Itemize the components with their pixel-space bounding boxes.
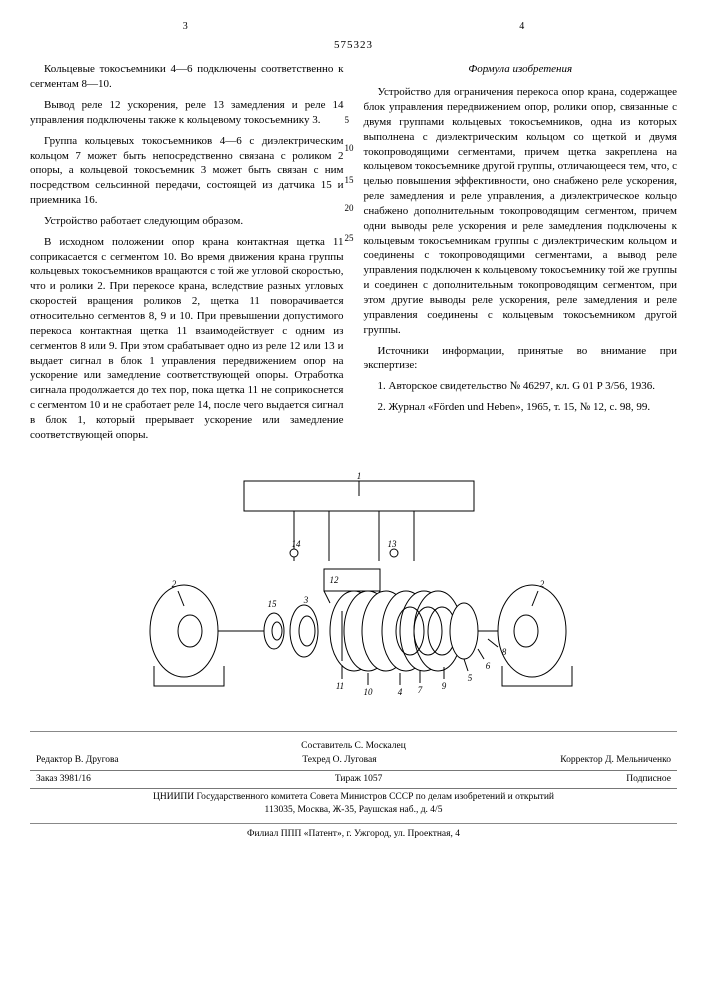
- paragraph: В исходном положении опор крана контактн…: [30, 235, 344, 443]
- paragraph: Кольцевые токосъемники 4—6 подключены со…: [30, 62, 344, 92]
- line-number: 10: [345, 142, 354, 154]
- line-number: 20: [345, 202, 354, 214]
- figure-label: 7: [417, 685, 422, 695]
- patent-figure: 1 14 13 12 15 3 2 2 11 10 4 7 9 5 6 8: [124, 461, 584, 721]
- separator: [30, 823, 677, 824]
- separator: [30, 731, 677, 732]
- footer-corrector: Корректор Д. Мельниченко: [560, 754, 671, 767]
- footer-techred: Техред О. Луговая: [302, 754, 376, 767]
- footer-address: 113035, Москва, Ж-35, Раушская наб., д. …: [30, 804, 677, 817]
- figure-label: 14: [291, 539, 301, 549]
- figure-label: 4: [397, 687, 402, 697]
- text-columns: Кольцевые токосъемники 4—6 подключены со…: [30, 62, 677, 448]
- figure-label: 5: [467, 673, 472, 683]
- source-item: 1. Авторское свидетельство № 46297, кл. …: [364, 379, 678, 394]
- figure-label: 8: [501, 647, 506, 657]
- figure-label: 6: [485, 661, 490, 671]
- footer-tirazh: Тираж 1057: [335, 773, 383, 786]
- left-column: Кольцевые токосъемники 4—6 подключены со…: [30, 62, 344, 448]
- figure-label: 13: [387, 539, 397, 549]
- source-item: 2. Журнал «Förden und Heben», 1965, т. 1…: [364, 400, 678, 415]
- figure-label: 1: [356, 471, 361, 481]
- sources-title: Источники информации, принятые во вниман…: [364, 344, 678, 374]
- figure-label: 11: [335, 681, 343, 691]
- page-numbers: 3 4: [30, 20, 677, 34]
- figure-label: 12: [329, 575, 339, 585]
- paragraph: Устройство работает следующим образом.: [30, 214, 344, 229]
- footer-org: ЦНИИПИ Государственного комитета Совета …: [30, 791, 677, 804]
- figure-label: 3: [302, 595, 308, 605]
- footer-filial: Филиал ППП «Патент», г. Ужгород, ул. Про…: [30, 828, 677, 841]
- figure-label: 9: [441, 681, 446, 691]
- figure-label: 2: [171, 579, 176, 589]
- document-number: 575323: [30, 38, 677, 53]
- page-number-left: 3: [30, 20, 341, 34]
- page-number-right: 4: [366, 20, 677, 34]
- footer-order: Заказ 3981/16: [36, 773, 91, 786]
- figure-label: 15: [267, 599, 277, 609]
- line-number: 25: [345, 232, 354, 244]
- figure-label: 10: [363, 687, 373, 697]
- footer: Составитель С. Москалец Редактор В. Друг…: [30, 740, 677, 841]
- right-column: Формула изобретения Устройство для огран…: [364, 62, 678, 448]
- footer-composer: Составитель С. Москалец: [30, 740, 677, 753]
- claim-title: Формула изобретения: [364, 62, 678, 77]
- paragraph: Группа кольцевых токосъемников 4—6 с диэ…: [30, 134, 344, 208]
- line-number: 5: [345, 114, 350, 126]
- footer-podpisnoe: Подписное: [626, 773, 671, 786]
- footer-editor: Редактор В. Другова: [36, 754, 119, 767]
- claim-paragraph: Устройство для ограничения перекоса опор…: [364, 85, 678, 337]
- line-number: 15: [345, 174, 354, 186]
- paragraph: Вывод реле 12 ускорения, реле 13 замедле…: [30, 98, 344, 128]
- figure-label: 2: [539, 579, 544, 589]
